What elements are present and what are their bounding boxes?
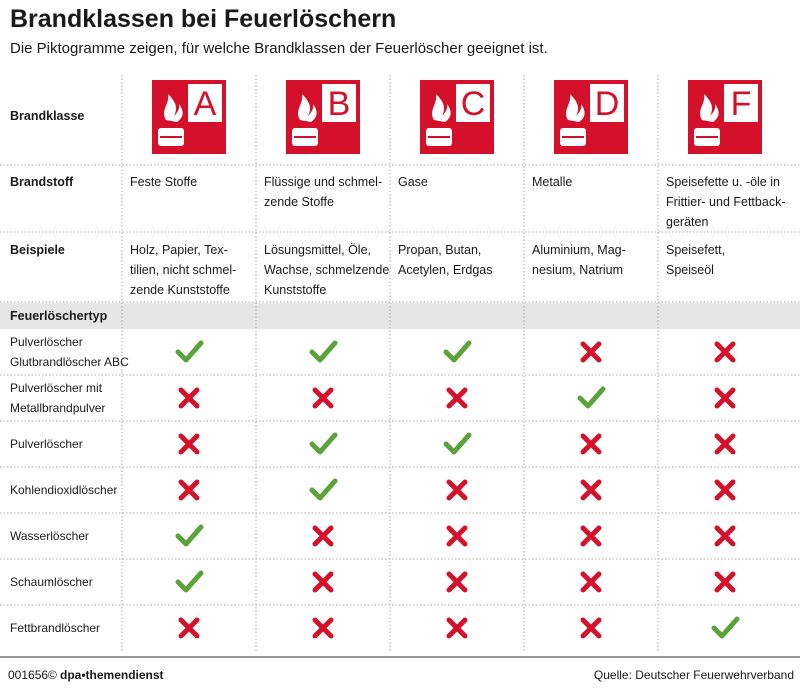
fire-class-pictogram: C — [420, 80, 494, 154]
cross-mark — [312, 387, 334, 409]
check-mark — [175, 340, 204, 363]
class-letter: F — [731, 85, 752, 123]
check-mark — [443, 432, 472, 455]
cross-mark — [580, 525, 602, 547]
examples-cell: Holz, Papier, Tex- tilien, nicht schmel-… — [130, 243, 237, 297]
row-label: Brandstoff — [10, 175, 74, 189]
cross-mark — [714, 433, 736, 455]
cross-mark — [714, 571, 736, 593]
cross-mark — [178, 479, 200, 501]
examples-cell: Lösungsmittel, Öle, Wachse, schmelzende … — [264, 243, 390, 297]
cross-mark — [446, 571, 468, 593]
material-cell: Gase — [398, 175, 428, 189]
row-label: Brandklasse — [10, 109, 85, 123]
check-mark — [175, 570, 204, 593]
cross-mark — [714, 387, 736, 409]
extinguisher-name: Pulverlöscher — [10, 437, 83, 451]
flame-icon — [432, 94, 451, 122]
cross-mark — [312, 617, 334, 639]
cross-mark — [178, 433, 200, 455]
fire-class-pictogram: B — [286, 80, 360, 154]
fire-class-pictogram: F — [688, 80, 762, 154]
flame-icon — [566, 94, 585, 122]
title: Brandklassen bei Feuerlöschern — [10, 5, 397, 33]
letter-box — [188, 84, 222, 122]
fire-class-pictogram: A — [152, 80, 226, 154]
section-label: Feuerlöschertyp — [10, 309, 108, 323]
letter-box — [724, 84, 758, 122]
cross-mark — [312, 571, 334, 593]
extinguisher-name: Fettbrandlöscher — [10, 621, 101, 635]
material-cell: Speisefette u. -öle in Frittier- und Fet… — [666, 175, 786, 229]
cross-mark — [580, 617, 602, 639]
footer-source: Quelle: Deutscher Feuerwehrverband — [593, 668, 794, 682]
row-label: Beispiele — [10, 243, 65, 257]
check-mark — [309, 432, 338, 455]
check-mark — [175, 524, 204, 547]
check-mark — [309, 478, 338, 501]
cross-mark — [312, 525, 334, 547]
class-letter: B — [328, 85, 351, 123]
flame-icon — [298, 94, 317, 122]
cross-mark — [714, 479, 736, 501]
check-mark — [443, 340, 472, 363]
class-letter: D — [595, 85, 620, 123]
cross-mark — [714, 341, 736, 363]
cross-mark — [178, 387, 200, 409]
subtitle: Die Piktogramme zeigen, für welche Brand… — [10, 40, 548, 57]
examples-cell: Propan, Butan, Acetylen, Erdgas — [398, 243, 493, 277]
class-letter: A — [194, 85, 217, 123]
cross-mark — [446, 617, 468, 639]
check-mark — [577, 386, 606, 409]
letter-box — [456, 84, 490, 122]
cross-mark — [446, 525, 468, 547]
footer-agency: dpa•themendienst — [60, 668, 164, 682]
fire-class-pictogram: D — [554, 80, 628, 154]
material-cell: Flüssige und schmel- zende Stoffe — [264, 175, 383, 209]
extinguisher-name: Kohlendioxidlöscher — [10, 483, 118, 497]
material-cell: Metalle — [532, 175, 573, 189]
cross-mark — [580, 571, 602, 593]
letter-box — [322, 84, 356, 122]
check-mark — [309, 340, 338, 363]
cross-mark — [178, 617, 200, 639]
cross-mark — [580, 479, 602, 501]
extinguisher-name: Schaumlöscher — [10, 575, 93, 589]
flame-icon — [164, 94, 183, 122]
extinguisher-name: Pulverlöscher mit Metallbrandpulver — [10, 381, 106, 415]
examples-cell: Speisefett, Speiseöl — [666, 243, 726, 277]
section-band — [0, 303, 800, 329]
material-cell: Feste Stoffe — [130, 175, 198, 189]
class-letter: C — [461, 85, 486, 123]
letter-box — [590, 84, 624, 122]
cross-mark — [580, 433, 602, 455]
footer-id: 001656© — [8, 668, 57, 682]
extinguisher-name: Pulverlöscher Glutbrandlöscher ABC — [10, 335, 129, 369]
cross-mark — [580, 341, 602, 363]
check-mark — [711, 616, 740, 639]
cross-mark — [446, 479, 468, 501]
cross-mark — [446, 387, 468, 409]
examples-cell: Aluminium, Mag- nesium, Natrium — [532, 243, 626, 277]
extinguisher-name: Wasserlöscher — [10, 529, 89, 543]
flame-icon — [700, 94, 719, 122]
cross-mark — [714, 525, 736, 547]
